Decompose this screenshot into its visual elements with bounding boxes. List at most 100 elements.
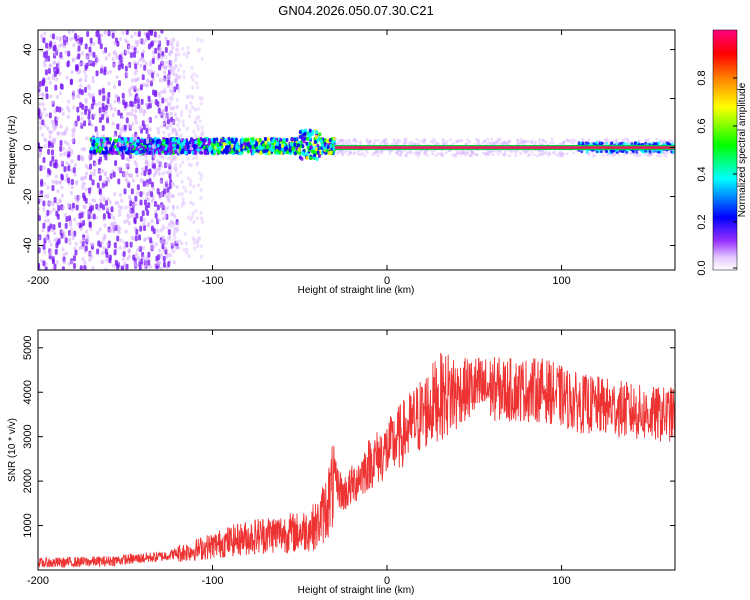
spectral-cell bbox=[448, 149, 452, 153]
spectral-cell bbox=[183, 231, 187, 236]
spectral-cell bbox=[430, 149, 434, 153]
spectral-cell bbox=[151, 58, 155, 65]
spectral-cell bbox=[164, 47, 168, 54]
spectral-cell bbox=[405, 151, 409, 155]
colorbar-gradient bbox=[712, 29, 738, 271]
spectral-cell bbox=[468, 140, 472, 144]
spectral-cell bbox=[123, 220, 127, 225]
spectral-cell bbox=[538, 153, 542, 157]
spectral-cell bbox=[129, 52, 133, 59]
spectral-cell bbox=[145, 124, 149, 129]
spectral-cell bbox=[60, 131, 64, 136]
spectral-cell bbox=[182, 247, 186, 252]
spectral-cell bbox=[81, 257, 85, 262]
spectral-cell bbox=[133, 217, 137, 224]
spectrogram-x-axis-label: Height of straight line (km) bbox=[298, 285, 415, 296]
spectral-cell bbox=[113, 249, 117, 256]
spectral-cell bbox=[164, 214, 168, 219]
spectral-cell bbox=[548, 152, 552, 156]
spectral-cell bbox=[105, 258, 109, 263]
spectral-cell bbox=[150, 219, 154, 224]
spectral-cell bbox=[139, 178, 143, 183]
spectral-cell bbox=[142, 258, 146, 263]
spectral-cell bbox=[180, 109, 184, 114]
spectral-cell bbox=[99, 43, 103, 50]
spectral-cell bbox=[514, 153, 518, 157]
spectral-cell bbox=[106, 71, 110, 76]
spectral-cell bbox=[103, 172, 107, 177]
spectral-cell bbox=[647, 138, 651, 142]
spectral-cell bbox=[120, 128, 124, 133]
spectral-cell bbox=[218, 146, 222, 151]
spectral-cell bbox=[180, 203, 184, 208]
spectral-cell bbox=[416, 152, 420, 156]
spectral-cell bbox=[481, 151, 485, 155]
spectral-cell bbox=[130, 112, 134, 117]
spectral-cell bbox=[486, 137, 490, 141]
spectral-cell bbox=[462, 149, 466, 153]
spectral-cell bbox=[83, 86, 87, 93]
spectral-cell bbox=[246, 149, 250, 154]
spectral-cell bbox=[186, 215, 190, 220]
spectral-cell bbox=[161, 235, 165, 240]
spectral-cell bbox=[503, 152, 507, 156]
spectral-cell bbox=[171, 130, 175, 135]
y-tick-label: 5000 bbox=[22, 336, 34, 360]
spectral-cell bbox=[476, 139, 480, 143]
spectral-cell bbox=[456, 139, 460, 143]
spectral-cell bbox=[175, 173, 179, 178]
spectral-cell bbox=[484, 152, 488, 156]
spectral-cell bbox=[61, 111, 65, 116]
spectral-cell bbox=[47, 238, 51, 243]
spectral-cell bbox=[66, 141, 70, 146]
spectral-cell bbox=[120, 63, 124, 70]
spectral-cell bbox=[355, 139, 359, 143]
spectral-cell bbox=[90, 103, 94, 110]
spectral-cell bbox=[118, 245, 122, 250]
spectral-cell bbox=[449, 138, 453, 142]
spectral-cell bbox=[612, 152, 616, 156]
spectral-cell bbox=[166, 156, 170, 161]
spectral-cell bbox=[159, 255, 163, 260]
spectral-cell bbox=[45, 113, 49, 118]
spectral-cell bbox=[285, 146, 289, 151]
spectral-cell bbox=[156, 100, 160, 107]
spectral-cell bbox=[626, 139, 630, 143]
spectral-cell bbox=[42, 165, 46, 170]
spectral-cell bbox=[126, 163, 130, 168]
spectral-cell bbox=[522, 139, 526, 143]
spectral-cell bbox=[138, 150, 142, 155]
spectral-cell bbox=[176, 222, 180, 227]
spectral-cell bbox=[100, 240, 104, 245]
spectral-cell bbox=[95, 70, 99, 77]
spectral-cell bbox=[146, 182, 150, 187]
spectral-cell bbox=[306, 133, 310, 138]
spectral-cell bbox=[38, 190, 41, 195]
spectral-cell bbox=[341, 153, 345, 157]
spectral-cell bbox=[288, 148, 292, 153]
spectral-cell bbox=[151, 186, 155, 191]
spectral-cell bbox=[43, 219, 47, 224]
spectral-cell bbox=[156, 228, 160, 233]
snr-series-line bbox=[38, 352, 675, 569]
spectral-cell bbox=[320, 143, 324, 148]
spectral-cell bbox=[158, 161, 162, 166]
spectral-cell bbox=[48, 134, 52, 139]
spectral-cell bbox=[42, 157, 46, 164]
spectral-cell bbox=[169, 145, 173, 150]
spectral-cell bbox=[77, 154, 81, 161]
spectral-cell bbox=[169, 169, 173, 174]
spectral-cell bbox=[165, 254, 169, 259]
spectral-cell bbox=[173, 157, 177, 162]
spectral-cell bbox=[431, 140, 435, 144]
spectral-cell bbox=[121, 153, 125, 160]
spectral-cell bbox=[155, 146, 159, 151]
spectral-cell bbox=[147, 34, 151, 41]
spectral-cell bbox=[73, 246, 77, 251]
spectral-cell bbox=[166, 197, 170, 202]
spectral-cell bbox=[54, 174, 58, 179]
spectral-cell bbox=[336, 151, 340, 155]
spectral-cell bbox=[46, 194, 50, 199]
spectral-cell bbox=[495, 139, 499, 143]
spectral-cell bbox=[86, 30, 90, 37]
